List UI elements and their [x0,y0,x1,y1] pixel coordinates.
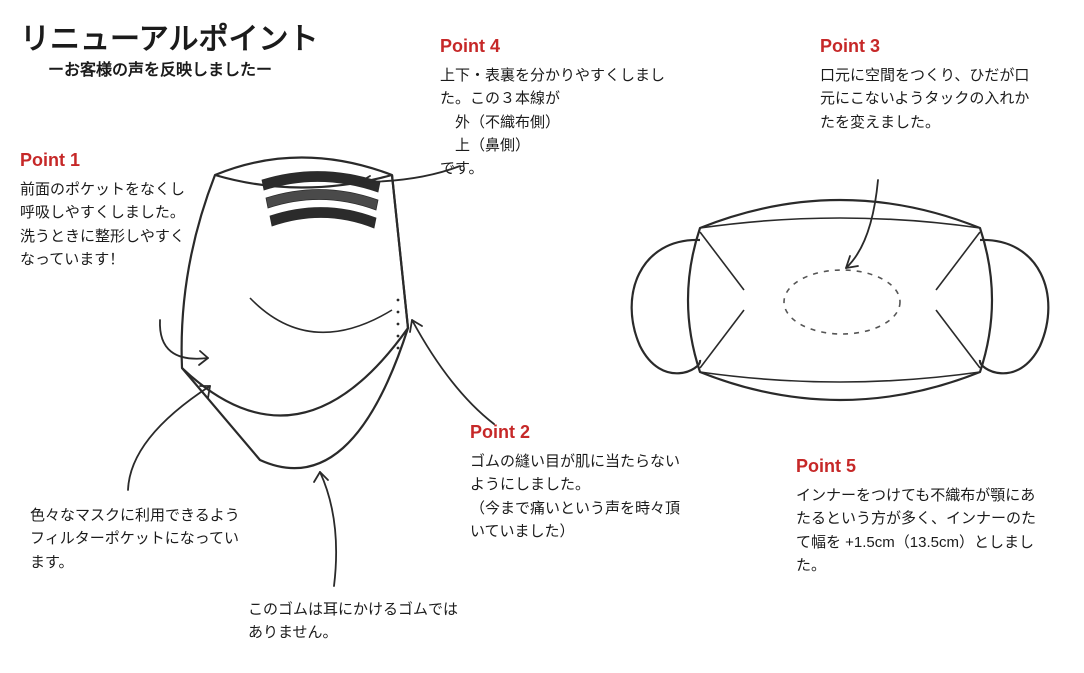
point4-head: Point 4 [440,36,500,57]
note-filter: 色々なマスクに利用できるようフィルターポケットになっています。 [30,504,250,574]
page-subtitle: ーお客様の声を反映しましたー [48,56,272,80]
point1-body: 前面のポケットをなくし呼吸しやすくしました。 洗うときに整形しやすくなっています… [20,178,190,271]
point2-head: Point 2 [470,422,530,443]
note-elastic: このゴムは耳にかけるゴムではありません。 [248,598,458,645]
point3-body: 口元に空間をつくり、ひだが口元にこないようタックの入れかたを変えました。 [820,64,1040,134]
point1-head: Point 1 [20,150,80,171]
point3-head: Point 3 [820,36,880,57]
point2-body: ゴムの縫い目が肌に当たらないようにしました。 （今まで痛いという声を時々頂いてい… [470,450,690,543]
point5-body: インナーをつけても不織布が顎にあたるという方が多く、インナーのたて幅を +1.5… [796,484,1046,577]
point5-head: Point 5 [796,456,856,477]
page-title: リニューアルポイント [20,14,319,58]
point4-body: 上下・表裏を分かりやすくしました。この３本線が 外（不織布側） 上（鼻側） です… [440,64,670,180]
